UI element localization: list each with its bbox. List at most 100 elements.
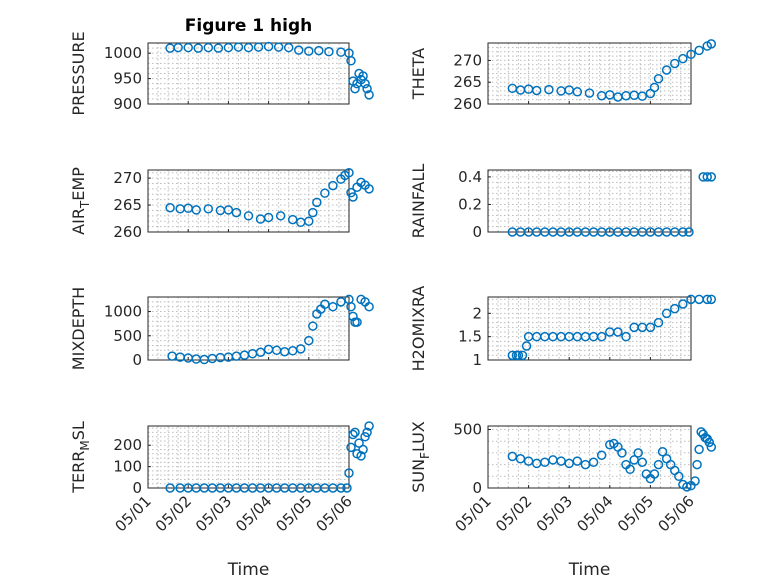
data-point: [344, 167, 354, 178]
data-point: [531, 85, 542, 96]
y-axis-label-rest: SL: [69, 421, 88, 440]
data-point: [348, 429, 358, 440]
data-point: [694, 45, 704, 56]
y-tick-label: 2: [472, 304, 482, 322]
x-tick-label: 05/03: [533, 492, 576, 535]
y-tick-label: 0: [132, 351, 142, 369]
data-point: [674, 471, 684, 482]
data-point: [364, 421, 374, 431]
y-tick-label: 260: [453, 95, 482, 113]
x-tick-label: 05/06: [655, 492, 698, 535]
data-series-1: [507, 427, 717, 492]
x-tick-label: 05/01: [112, 492, 155, 535]
panel-2: 260 265 270 THETA: [409, 39, 717, 113]
data-point: [704, 437, 715, 448]
data-point: [670, 303, 680, 314]
y-tick-label: 100: [113, 458, 142, 476]
data-point: [336, 483, 346, 493]
data-point: [645, 322, 656, 333]
y-axis-label: THETA: [409, 48, 428, 100]
panel-8: 0 500 SUNFLUX 05/0105/0205/0305/0405/0505/0…: [409, 421, 717, 580]
data-point: [203, 42, 214, 53]
data-point: [657, 446, 668, 457]
data-point: [165, 202, 175, 213]
data-point: [702, 294, 712, 305]
data-point: [287, 214, 298, 225]
data-point: [596, 450, 607, 460]
data-point: [275, 211, 286, 221]
data-point: [352, 317, 362, 327]
data-point: [308, 207, 318, 218]
data-point: [350, 427, 360, 438]
data-series-1: [167, 294, 374, 365]
data-point: [223, 42, 234, 53]
y-axis-label: TERRMSL: [69, 421, 92, 494]
data-point: [350, 84, 360, 94]
y-tick-label: 0.4: [458, 168, 482, 186]
data-point: [346, 442, 356, 453]
data-point: [253, 42, 264, 52]
data-point: [314, 45, 324, 56]
data-point: [670, 58, 680, 69]
data-point: [678, 53, 688, 64]
data-point: [356, 451, 366, 461]
panel-background: [488, 170, 691, 232]
panel-5: 0 500 1000 MIXDEPTH: [69, 287, 374, 370]
y-tick-label: 265: [453, 73, 482, 91]
y-tick-label: 950: [113, 70, 142, 88]
y-tick-label: 0: [472, 479, 482, 497]
y-tick-label: 1: [472, 351, 482, 369]
data-point: [692, 459, 702, 470]
y-tick-label: 0.2: [458, 195, 482, 213]
data-point: [364, 90, 374, 100]
data-point: [243, 42, 254, 53]
data-point: [312, 197, 322, 208]
data-point: [362, 84, 372, 94]
data-point: [661, 308, 672, 319]
panel-1: 900 950 1000 PRESSURE Figure 1 high: [69, 16, 374, 116]
y-tick-label: 1000: [104, 303, 142, 321]
data-point: [296, 344, 306, 354]
x-tick-label: 05/04: [232, 492, 275, 535]
data-point: [362, 427, 372, 438]
data-point: [686, 49, 696, 60]
y-axis-label: H2OMIXRA: [409, 286, 428, 372]
data-point: [263, 212, 274, 223]
panel-3: 260 265 270 AIRTEMP: [69, 167, 374, 241]
y-axis-label-main: AIR: [69, 208, 88, 235]
data-point: [283, 42, 294, 53]
data-point: [173, 42, 183, 53]
data-point: [690, 476, 700, 486]
data-series-1: [165, 167, 374, 228]
data-point: [358, 444, 368, 455]
data-point: [193, 43, 203, 53]
data-point: [342, 483, 352, 493]
data-point: [633, 448, 643, 458]
data-point: [308, 321, 318, 331]
panel-frame: [487, 42, 692, 105]
data-point: [223, 205, 234, 215]
data-point: [653, 317, 664, 328]
data-point: [706, 172, 717, 182]
data-series-1: [165, 421, 374, 493]
data-point: [706, 294, 717, 305]
data-point: [344, 468, 354, 478]
data-point: [584, 88, 595, 98]
y-axis-label-subscript: F: [418, 452, 432, 459]
data-point: [572, 87, 583, 97]
data-point: [203, 204, 214, 214]
data-point: [346, 56, 356, 66]
panel-frame: [487, 296, 692, 361]
data-point: [694, 444, 704, 455]
data-point: [596, 331, 607, 342]
y-axis-label: RAINFALL: [409, 164, 428, 239]
data-point: [694, 294, 704, 305]
data-point: [231, 207, 242, 218]
data-point: [191, 205, 201, 215]
data-point: [588, 457, 599, 468]
data-point: [682, 482, 692, 492]
x-tick-label: 05/04: [573, 492, 616, 535]
y-axis-label-subscript: M: [78, 440, 92, 450]
chart-title: Figure 1 high: [185, 16, 313, 36]
